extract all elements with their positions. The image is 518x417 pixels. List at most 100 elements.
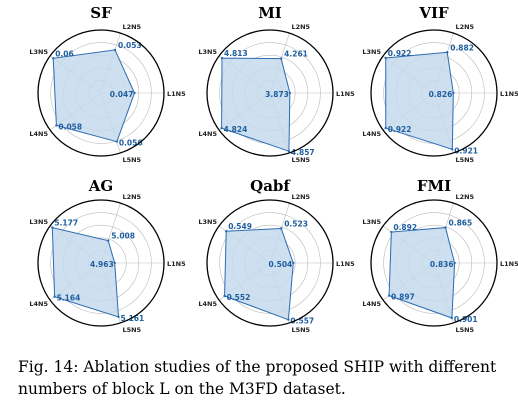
axis-label: L2N5 [122, 193, 141, 201]
value-label: 0.549 [228, 222, 252, 231]
data-point [287, 149, 291, 153]
data-point [133, 91, 136, 95]
axis-label: L3N5 [29, 48, 48, 56]
data-point [450, 316, 454, 320]
radar-figure: SF L1N5 L2N5 L3N5 L4N5 L5N5 0.047 0.053 0.06 0.05… [29, 4, 518, 334]
data-point [453, 261, 456, 265]
chart-title: AG [88, 177, 113, 195]
value-label: 0.922 [388, 49, 412, 58]
value-label: 0.921 [454, 146, 478, 155]
value-label: 0.897 [391, 293, 415, 302]
data-point [452, 91, 455, 95]
axis-label: L4N5 [362, 130, 381, 138]
axis-label: L1N5 [500, 90, 518, 98]
radar-chart-sf: SF L1N5 L2N5 L3N5 L4N5 L5N5 0.047 0.053 0.06 0.05… [29, 4, 186, 164]
data-point [390, 230, 393, 234]
value-label: 0.826 [429, 90, 453, 99]
value-label: 4.813 [224, 49, 248, 58]
value-label: 5.177 [54, 219, 78, 228]
radar-grid-svg: SF L1N5 L2N5 L3N5 L4N5 L5N5 0.047 0.053 0.06 0.05… [29, 4, 518, 334]
data-point [107, 239, 110, 242]
data-point [384, 126, 387, 130]
value-label: 5.008 [111, 232, 135, 241]
axis-label: L1N5 [167, 260, 186, 268]
data-area [52, 49, 136, 143]
radar-chart-fmi: FMI L1N5 L2N5 L3N5 L4N5 L5N5 0.836 0.865 0.892 0.… [362, 177, 518, 334]
axis-label: L2N5 [455, 23, 474, 31]
axis-label: L2N5 [455, 193, 474, 201]
outer-frame [370, 199, 498, 327]
radar-chart-mi: MI L1N5 L2N5 L3N5 L4N5 L5N5 3.873 4.261 4.813 4.8… [198, 4, 355, 164]
value-label: 0.922 [388, 125, 412, 134]
axis-label: L1N5 [336, 260, 355, 268]
radar-chart-vif: VIF L1N5 L2N5 L3N5 L4N5 L5N5 0.826 0.882 0.922 0.… [362, 4, 518, 164]
axis-label: L5N5 [291, 326, 310, 334]
axis-label: L1N5 [500, 260, 518, 268]
data-point [279, 57, 283, 60]
value-label: 5.161 [121, 314, 145, 323]
data-point [55, 124, 58, 127]
data-area [224, 227, 294, 321]
axis-label: L5N5 [455, 326, 474, 334]
data-point [387, 294, 391, 297]
chart-title: MI [258, 4, 282, 22]
data-point [223, 294, 226, 298]
value-label: 4.824 [224, 125, 248, 134]
value-label: 5.164 [57, 294, 81, 303]
data-point [113, 261, 116, 265]
value-label: 0.504 [269, 260, 293, 269]
outer-frame [37, 29, 165, 157]
data-point [451, 148, 454, 151]
axis-label: L1N5 [336, 90, 355, 98]
data-point [52, 57, 55, 60]
data-point [51, 226, 54, 229]
axis-label: L4N5 [198, 300, 217, 308]
axis-label: L3N5 [198, 48, 217, 56]
axis-label: L4N5 [29, 130, 48, 138]
axis-label: L3N5 [362, 218, 381, 226]
outer-frame [37, 199, 165, 327]
figure-caption: Fig. 14: Ablation studies of the propose… [18, 356, 508, 400]
value-label: 0.901 [454, 315, 478, 324]
outer-frame [206, 29, 334, 157]
value-label: 0.836 [430, 260, 454, 269]
axis-label: L5N5 [291, 156, 310, 164]
value-label: 4.261 [284, 50, 308, 59]
data-point [113, 48, 117, 52]
outer-frame [370, 29, 498, 157]
data-point [287, 318, 290, 321]
value-label: 4.963 [90, 260, 114, 269]
data-area [388, 227, 456, 319]
axis-label: L2N5 [291, 23, 310, 31]
axis-label: L1N5 [167, 90, 186, 98]
data-point [220, 56, 224, 60]
axis-label: L2N5 [291, 193, 310, 201]
data-point [444, 226, 447, 229]
value-label: 0.882 [450, 43, 474, 52]
axis-label: L5N5 [122, 326, 141, 334]
data-point [384, 56, 387, 60]
data-area [385, 51, 454, 151]
data-point [280, 227, 283, 230]
value-label: 0.058 [58, 122, 82, 131]
axis-label: L3N5 [198, 218, 217, 226]
caption-text: Fig. 14: Ablation studies of the propose… [18, 358, 497, 398]
value-label: 0.047 [110, 90, 134, 99]
data-area [51, 226, 120, 318]
axis-label: L5N5 [455, 156, 474, 164]
chart-title: VIF [418, 4, 449, 22]
value-label: 4.857 [291, 148, 315, 157]
axis-label: L3N5 [362, 48, 381, 56]
data-point [117, 315, 120, 319]
axis-label: L4N5 [198, 130, 217, 138]
value-label: 0.06 [55, 49, 74, 58]
data-point [220, 126, 223, 130]
data-point [115, 140, 119, 143]
axis-label: L4N5 [29, 300, 48, 308]
data-point [292, 261, 295, 265]
value-label: 0.053 [118, 41, 142, 50]
data-area [221, 57, 291, 152]
axis-label: L3N5 [29, 218, 48, 226]
chart-title: SF [90, 4, 112, 22]
outer-frame [206, 199, 334, 327]
